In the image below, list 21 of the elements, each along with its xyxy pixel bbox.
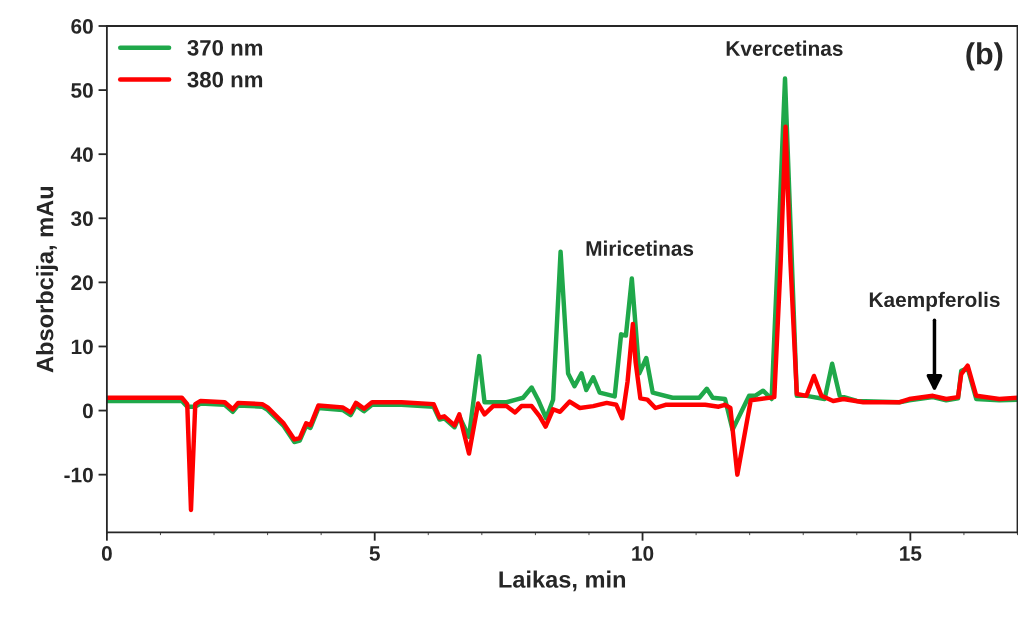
line-series (106, 124, 1018, 513)
y-tick-label: 20 (71, 275, 93, 291)
y-tick-label: 10 (71, 339, 93, 355)
x-tick-label: 10 (632, 546, 654, 561)
y-tick-label: 60 (71, 19, 93, 34)
legend-label: 370 nm (187, 39, 263, 56)
y-tick-label: 40 (70, 147, 93, 162)
y-tick-label: -10 (64, 467, 93, 483)
x-tick-label: 15 (900, 546, 922, 561)
annotation: Kaempferolis (869, 291, 1000, 312)
annotation: (b) (966, 42, 1003, 71)
annotation: Kvercetinas (726, 40, 843, 56)
y-axis-title: Absorbcija, mAu (36, 186, 59, 373)
legend-label: 380 nm (187, 71, 263, 88)
y-tick-label: 50 (71, 83, 93, 98)
x-axis-title: Laikas, min (499, 570, 626, 592)
y-tick-label: 0 (82, 403, 93, 419)
y-tick-label: 30 (71, 211, 93, 227)
x-tick-label: 5 (369, 546, 380, 561)
annotation: Miricetinas (586, 240, 694, 256)
x-tick-label: 0 (101, 546, 112, 561)
